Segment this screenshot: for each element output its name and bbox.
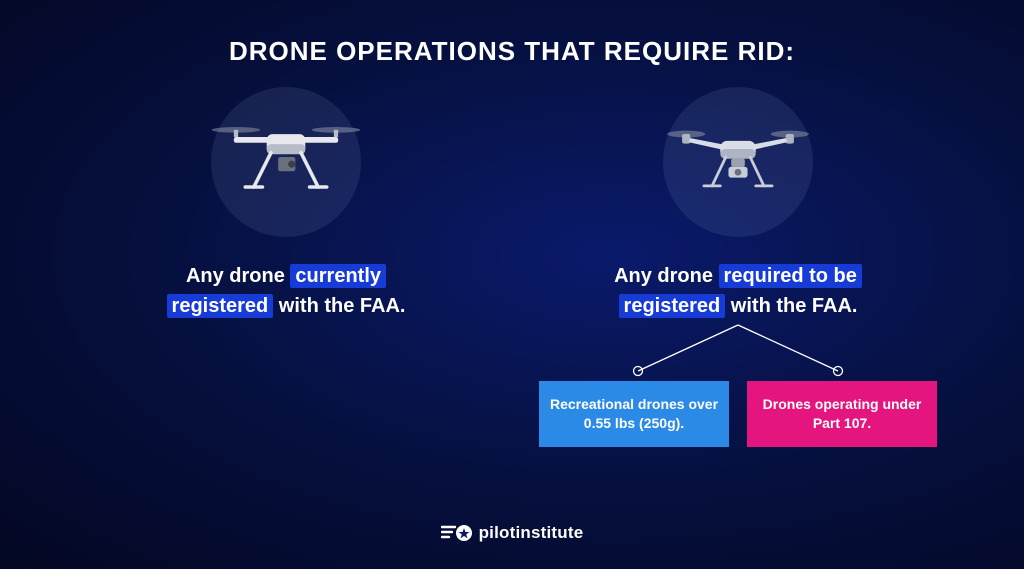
text: Any drone: [186, 265, 290, 287]
right-column: Any drone required to be registered with…: [528, 87, 948, 447]
right-caption: Any drone required to be registered with…: [614, 261, 862, 321]
box-recreational: Recreational drones over 0.55 lbs (250g)…: [539, 381, 729, 447]
page-title: DRONE OPERATIONS THAT REQUIRE RID:: [0, 0, 1024, 67]
left-column: Any drone currently registered with the …: [76, 87, 496, 447]
wing-badge-icon: [441, 524, 473, 542]
drone-circle-right: [663, 87, 813, 237]
drone-icon-left: [211, 97, 361, 227]
box-part107: Drones operating under Part 107.: [747, 381, 937, 447]
box-row: Recreational drones over 0.55 lbs (250g)…: [539, 381, 937, 447]
footer-brand: pilotinstitute: [0, 523, 1024, 543]
highlight: required to be: [719, 264, 862, 288]
text: with the FAA.: [273, 295, 405, 317]
text: Any drone: [614, 265, 718, 287]
columns: Any drone currently registered with the …: [0, 87, 1024, 447]
drone-icon-right: [663, 97, 813, 227]
footer-brand-text: pilotinstitute: [479, 523, 584, 543]
left-caption: Any drone currently registered with the …: [167, 261, 406, 321]
text: with the FAA.: [725, 295, 857, 317]
highlight: registered: [619, 294, 726, 318]
drone-circle-left: [211, 87, 361, 237]
connector: [528, 321, 948, 381]
highlight: currently: [290, 264, 386, 288]
highlight: registered: [167, 294, 274, 318]
